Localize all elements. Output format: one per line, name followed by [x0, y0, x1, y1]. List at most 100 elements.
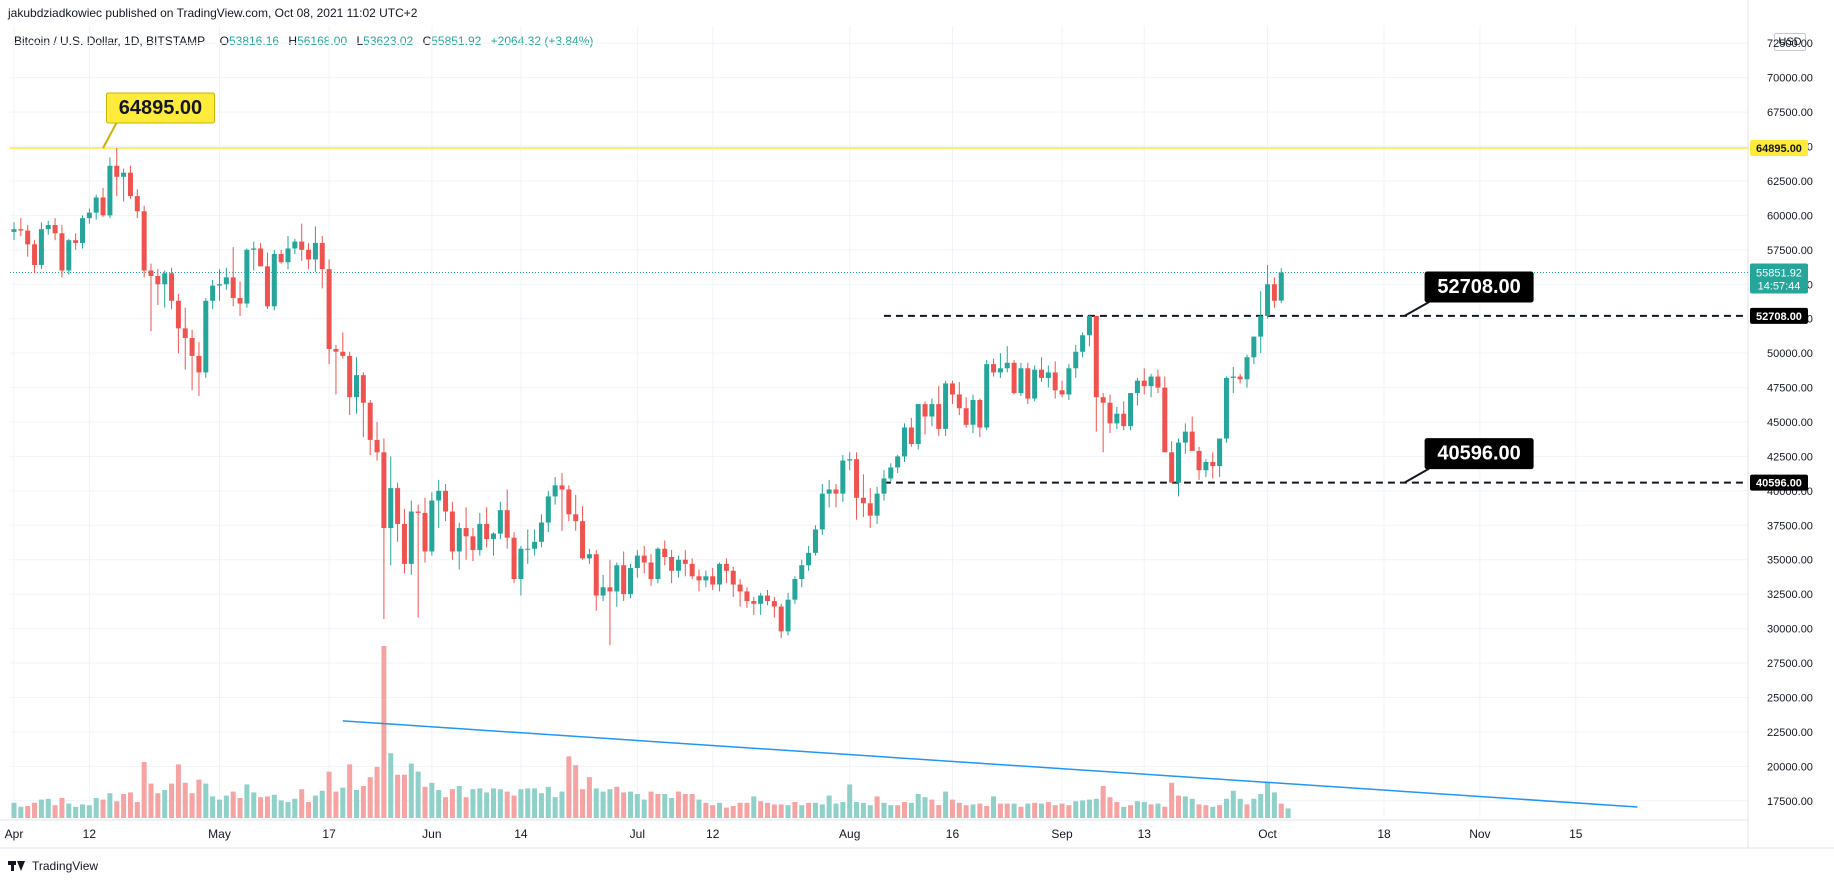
- volume-bar: [634, 794, 640, 818]
- candle-body: [518, 548, 524, 580]
- footer-brand[interactable]: TradingView: [8, 856, 98, 876]
- callout-pointer: [102, 122, 118, 149]
- volume-bar: [956, 802, 962, 818]
- candle-body: [785, 599, 791, 632]
- volume-bar: [203, 783, 209, 818]
- candle-body: [196, 355, 202, 373]
- candle-body: [1237, 376, 1243, 380]
- volume-bar: [511, 795, 517, 818]
- symbol-name[interactable]: Bitcoin / U.S. Dollar, 1D, BITSTAMP: [14, 34, 205, 48]
- price-axis-tick-label: 32500.00: [1767, 589, 1813, 601]
- candle-body: [422, 512, 428, 552]
- candle-body: [306, 249, 312, 260]
- candle-body: [902, 427, 907, 457]
- volume-bar: [360, 786, 366, 818]
- volume-bar: [580, 789, 586, 818]
- volume-bar: [162, 790, 168, 818]
- candle-body: [456, 528, 462, 552]
- volume-bar: [1134, 801, 1140, 818]
- volume-bar: [1278, 803, 1284, 818]
- volume-bar: [586, 777, 592, 818]
- volume-bar: [751, 796, 757, 818]
- candle-body: [1155, 376, 1161, 388]
- candle-body: [593, 554, 599, 596]
- volume-bar: [655, 794, 661, 818]
- volume-bar: [532, 788, 538, 818]
- candle-body: [189, 337, 195, 356]
- candle-body: [634, 555, 640, 569]
- currency-badge[interactable]: USD: [1774, 33, 1806, 51]
- volume-bar: [470, 789, 476, 818]
- volume-bar: [1203, 805, 1209, 818]
- price-axis-tick-label: 35000.00: [1767, 555, 1813, 567]
- candle-body: [997, 368, 1003, 373]
- volume-bar: [908, 802, 914, 818]
- volume-bar: [504, 791, 510, 818]
- callout-pointer: [1404, 301, 1430, 317]
- high-label: H: [288, 34, 298, 48]
- volume-bar: [1039, 803, 1044, 818]
- volume-bar: [66, 803, 72, 818]
- volume-bar: [326, 771, 332, 818]
- candle-body: [463, 528, 469, 537]
- candle-body: [545, 496, 551, 523]
- candle-body: [1052, 372, 1058, 391]
- price-axis-tick-label: 50000.00: [1767, 348, 1813, 360]
- change-value: +2064.32 (+3.84%): [490, 34, 594, 48]
- price-axis-tick-label: 72500.00: [1767, 38, 1813, 50]
- candle-body: [401, 523, 407, 564]
- price-axis-tick-label: 27500.00: [1767, 658, 1813, 670]
- volume-bar: [1244, 804, 1250, 818]
- candle-body: [566, 489, 572, 515]
- candle-body: [388, 488, 394, 529]
- candle-body: [504, 510, 510, 538]
- time-axis-tick-label: 12: [83, 827, 97, 841]
- volume-bar: [1100, 786, 1106, 818]
- volume-bar: [669, 798, 675, 818]
- time-axis-tick-label: 15: [1569, 827, 1583, 841]
- candle-body: [860, 497, 866, 504]
- candle-body: [915, 404, 921, 445]
- candle-body: [689, 563, 695, 577]
- candle-body: [854, 459, 860, 498]
- candle-body: [381, 452, 387, 529]
- candle-body: [936, 404, 942, 429]
- candle-body: [1121, 413, 1127, 427]
- candle-body: [408, 511, 414, 564]
- candle-body: [552, 485, 558, 497]
- price-axis-tick-label: 25000.00: [1767, 692, 1813, 704]
- candle-body: [86, 212, 92, 219]
- candle-body: [107, 165, 113, 216]
- callout-label-resistance: 52708.00: [1437, 276, 1520, 298]
- volume-bar: [491, 788, 496, 818]
- candle-body: [1265, 284, 1271, 316]
- volume-bar: [1128, 805, 1134, 818]
- volume-bar: [600, 791, 606, 818]
- volume-bar: [93, 798, 99, 818]
- volume-bar: [628, 791, 633, 818]
- volume-bar: [1011, 803, 1017, 818]
- volume-bar: [340, 787, 346, 818]
- candle-body: [826, 489, 832, 494]
- candle-body: [1223, 377, 1229, 439]
- candle-body: [717, 563, 723, 585]
- volume-bar: [285, 802, 291, 818]
- volume-bar: [545, 786, 551, 818]
- volume-trend-line: [342, 720, 1638, 808]
- candle-body: [559, 485, 565, 490]
- candle-body: [155, 275, 161, 285]
- candle-body: [621, 565, 627, 595]
- time-axis-tick-label: Jun: [422, 827, 441, 841]
- candle-body: [943, 383, 949, 429]
- volume-bar: [566, 756, 572, 818]
- volume-bar: [367, 777, 373, 818]
- volume-bar: [1114, 802, 1120, 818]
- symbol-legend[interactable]: Bitcoin / U.S. Dollar, 1D, BITSTAMP O538…: [14, 32, 599, 50]
- high-value: 56168.00: [297, 34, 348, 48]
- volume-bar: [1251, 798, 1257, 818]
- volume-bar: [463, 797, 469, 818]
- candle-body: [367, 402, 373, 440]
- candle-body: [175, 300, 181, 329]
- candle-body: [223, 277, 229, 285]
